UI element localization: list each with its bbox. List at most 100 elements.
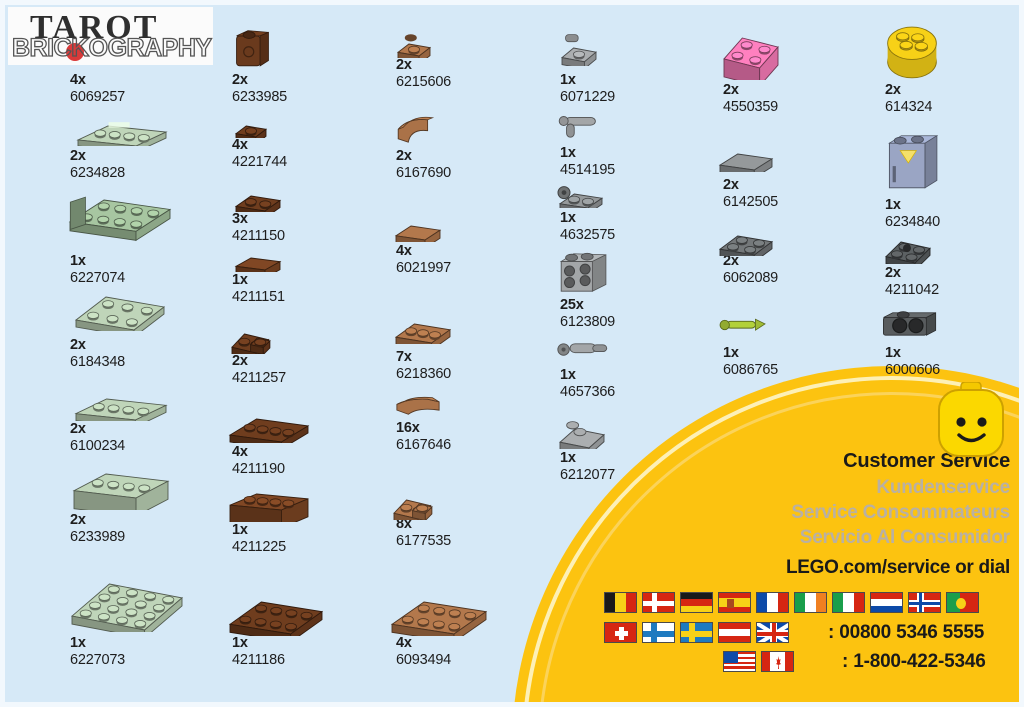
part-image-plate-1x4 — [72, 385, 170, 428]
part-id: 6167690 — [396, 164, 452, 181]
part-quantity: 3x — [232, 211, 248, 227]
part-entry: 2x 6062089 — [723, 253, 778, 287]
part-id: 6218360 — [396, 365, 452, 382]
flag-ireland — [794, 592, 827, 613]
part-id: 6142505 — [723, 193, 779, 210]
part-quantity: 8x — [396, 516, 412, 532]
part-quantity: 1x — [232, 522, 248, 538]
watermark-overlay: TAROT BRICKOGRAPHY — [8, 7, 213, 65]
flag-netherlands — [870, 592, 903, 613]
part-image-plate-2x2-two-studs — [556, 415, 608, 456]
part-id: 4211042 — [885, 281, 939, 298]
part-entry: 1x 4211225 — [232, 522, 286, 556]
flag-sweden — [680, 622, 713, 643]
part-quantity: 4x — [396, 635, 412, 651]
part-id: 4550359 — [723, 98, 779, 115]
part-entry: 2x 6142505 — [723, 177, 778, 211]
part-quantity: 2x — [723, 82, 739, 98]
part-quantity: 4x — [396, 243, 412, 259]
part-entry: 4x 6021997 — [396, 243, 451, 277]
part-quantity: 1x — [885, 345, 901, 361]
part-entry: 3x 4211150 — [232, 211, 285, 245]
part-entry: 2x 6234828 — [70, 148, 125, 182]
part-entry: 1x 6227073 — [70, 635, 125, 669]
part-quantity: 1x — [70, 253, 86, 269]
part-id: 6167646 — [396, 436, 452, 453]
customer-service-heading-es: Servicio Al Consumidor — [799, 527, 1010, 548]
customer-service-heading-fr: Service Consommateurs — [791, 502, 1010, 523]
lego-minifigure-head-icon — [933, 381, 1009, 460]
part-entry: 2x 4211257 — [232, 353, 286, 387]
part-image-minifig-tool-small — [718, 312, 766, 343]
part-image-brick-2x2 — [720, 24, 782, 88]
part-id: 6234828 — [70, 164, 126, 181]
part-quantity: 2x — [396, 148, 412, 164]
part-quantity: 2x — [885, 82, 901, 98]
part-entry: 2x 4211042 — [885, 265, 939, 299]
part-id: 6227074 — [70, 269, 126, 286]
part-image-plate-2x2-round-hole — [882, 228, 934, 272]
part-image-plate-1x1-clip — [232, 112, 270, 145]
flag-italy — [832, 592, 865, 613]
part-entry: 1x 4657366 — [560, 367, 615, 401]
part-id: 6069257 — [70, 88, 126, 105]
part-quantity: 25x — [560, 297, 584, 313]
part-image-plate-1x2 — [232, 182, 284, 219]
part-entry: 1x 4211151 — [232, 272, 285, 306]
part-image-brick-1x2-socket — [556, 248, 608, 301]
phone-number-us: : 1-800-422-5346 — [842, 651, 986, 672]
part-image-plate-2x3 — [72, 283, 168, 338]
flag-france — [756, 592, 789, 613]
watermark-dot-icon — [66, 43, 84, 61]
part-id: 4211190 — [232, 460, 285, 477]
part-image-plate-2x4 — [226, 588, 326, 643]
part-id: 6177535 — [396, 532, 452, 549]
part-id: 6123809 — [560, 313, 616, 330]
part-image-slope-curved-2x2 — [394, 394, 442, 425]
part-quantity: 2x — [70, 421, 86, 437]
flag-united-states — [723, 651, 756, 672]
part-id: 6184348 — [70, 353, 126, 370]
part-image-plate-1x3 — [392, 310, 454, 351]
part-image-plate-corner-2x2 — [390, 486, 452, 528]
part-quantity: 1x — [560, 450, 576, 466]
part-image-plate-1x4 — [226, 405, 312, 450]
part-quantity: 1x — [560, 367, 576, 383]
part-entry: 8x 6177535 — [396, 516, 451, 550]
customer-service-heading-de: Kundenservice — [876, 477, 1010, 498]
part-id: 4211257 — [232, 369, 286, 386]
part-image-brick-1x2x2-printed — [884, 132, 939, 199]
part-image-plate-1x1-with-stud — [394, 30, 434, 65]
part-image-plate-2x4 — [388, 588, 490, 643]
watermark-line-2: BRICKOGRAPHY — [11, 33, 212, 62]
part-quantity: 1x — [723, 345, 739, 361]
part-image-shock-absorber — [556, 336, 610, 367]
flag-germany — [680, 592, 713, 613]
part-quantity: 4x — [232, 444, 248, 460]
part-id: 6093494 — [396, 651, 452, 668]
part-id: 6062089 — [723, 269, 779, 286]
part-image-plate-corner-2x2 — [228, 320, 290, 362]
part-image-brick-2x2-round — [883, 26, 941, 85]
part-id: 4211151 — [232, 288, 285, 305]
part-quantity: 2x — [885, 265, 901, 281]
part-quantity: 2x — [723, 177, 739, 193]
part-id: 4211225 — [232, 538, 286, 555]
part-id: 6021997 — [396, 259, 452, 276]
flag-denmark — [642, 592, 675, 613]
part-id: 6234840 — [885, 213, 941, 230]
customer-service-text-block: Customer Service Kundenservice Service C… — [600, 450, 1010, 579]
part-quantity: 1x — [70, 635, 86, 651]
part-entry: 2x 6167690 — [396, 148, 451, 182]
part-image-tile-1x3 — [716, 140, 776, 179]
customer-service-web-link[interactable]: LEGO.com/service or dial — [785, 557, 1010, 578]
part-quantity: 4x — [70, 72, 86, 88]
part-id: 4211150 — [232, 227, 285, 244]
part-entry: 7x 6218360 — [396, 349, 451, 383]
part-id: 614324 — [885, 98, 933, 115]
part-entry: 2x 6215606 — [396, 57, 451, 91]
part-entry: 1x 6071229 — [560, 72, 615, 106]
part-image-brick-1x1-round-side — [232, 28, 270, 77]
part-quantity: 1x — [560, 210, 576, 226]
part-entry: 1x 4632575 — [560, 210, 615, 244]
